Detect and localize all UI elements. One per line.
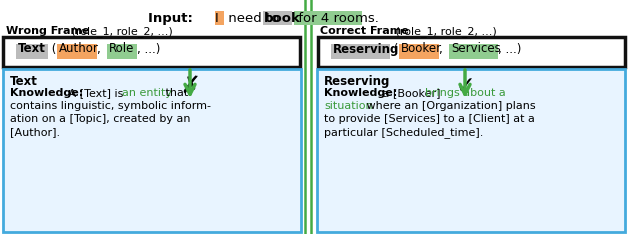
- Text: Role: Role: [109, 43, 134, 55]
- FancyBboxPatch shape: [107, 44, 137, 59]
- Text: that: that: [162, 88, 188, 98]
- Text: Reserving: Reserving: [324, 75, 391, 88]
- Text: , ...): , ...): [137, 43, 160, 55]
- FancyBboxPatch shape: [3, 37, 300, 67]
- Text: an entity: an entity: [122, 88, 172, 98]
- Text: contains linguistic, symbolic inform-: contains linguistic, symbolic inform-: [10, 101, 211, 111]
- Text: Input:: Input:: [148, 12, 197, 25]
- Text: (role_1, role_2, ...): (role_1, role_2, ...): [68, 26, 173, 37]
- Text: ✓: ✓: [455, 74, 475, 98]
- FancyBboxPatch shape: [3, 69, 301, 232]
- Text: a [Booker]: a [Booker]: [379, 88, 444, 98]
- FancyBboxPatch shape: [317, 69, 625, 232]
- Text: , ...): , ...): [498, 43, 521, 55]
- Text: Text: Text: [18, 43, 46, 55]
- Text: ation on a [Topic], created by an: ation on a [Topic], created by an: [10, 114, 190, 124]
- Text: for 4 rooms.: for 4 rooms.: [294, 12, 379, 25]
- Text: Knowledge:: Knowledge:: [324, 88, 398, 98]
- FancyBboxPatch shape: [449, 44, 498, 59]
- Text: Booker: Booker: [401, 43, 442, 55]
- Text: Text: Text: [10, 75, 38, 88]
- Text: to provide [Services] to a [Client] at a: to provide [Services] to a [Client] at a: [324, 114, 535, 124]
- Text: A [Text] is: A [Text] is: [65, 88, 127, 98]
- FancyBboxPatch shape: [16, 44, 48, 59]
- Text: where an [Organization] plans: where an [Organization] plans: [363, 101, 536, 111]
- Text: situation: situation: [324, 101, 372, 111]
- Text: Wrong Frame: Wrong Frame: [6, 26, 90, 36]
- Text: Author: Author: [59, 43, 99, 55]
- Text: Services: Services: [451, 43, 501, 55]
- FancyBboxPatch shape: [263, 11, 292, 25]
- Text: Correct Frame: Correct Frame: [320, 26, 409, 36]
- Text: need to: need to: [224, 12, 284, 25]
- Text: ,: ,: [97, 43, 104, 55]
- Text: ✗: ✗: [180, 74, 200, 98]
- FancyBboxPatch shape: [57, 44, 97, 59]
- Text: I: I: [215, 12, 219, 25]
- FancyBboxPatch shape: [215, 11, 224, 25]
- Text: (role_1, role_2, ...): (role_1, role_2, ...): [392, 26, 497, 37]
- Text: (: (: [48, 43, 57, 55]
- Text: ,: ,: [439, 43, 447, 55]
- Text: brings about a: brings about a: [425, 88, 506, 98]
- Text: book: book: [264, 12, 301, 25]
- Text: particular [Scheduled_time].: particular [Scheduled_time].: [324, 127, 484, 138]
- FancyBboxPatch shape: [399, 44, 439, 59]
- FancyBboxPatch shape: [294, 11, 362, 25]
- Text: Reserving: Reserving: [333, 43, 399, 55]
- FancyBboxPatch shape: [318, 37, 625, 67]
- Text: (: (: [390, 43, 398, 55]
- FancyBboxPatch shape: [331, 44, 390, 59]
- Text: [Author].: [Author].: [10, 127, 60, 137]
- Text: Knowledge:: Knowledge:: [10, 88, 84, 98]
